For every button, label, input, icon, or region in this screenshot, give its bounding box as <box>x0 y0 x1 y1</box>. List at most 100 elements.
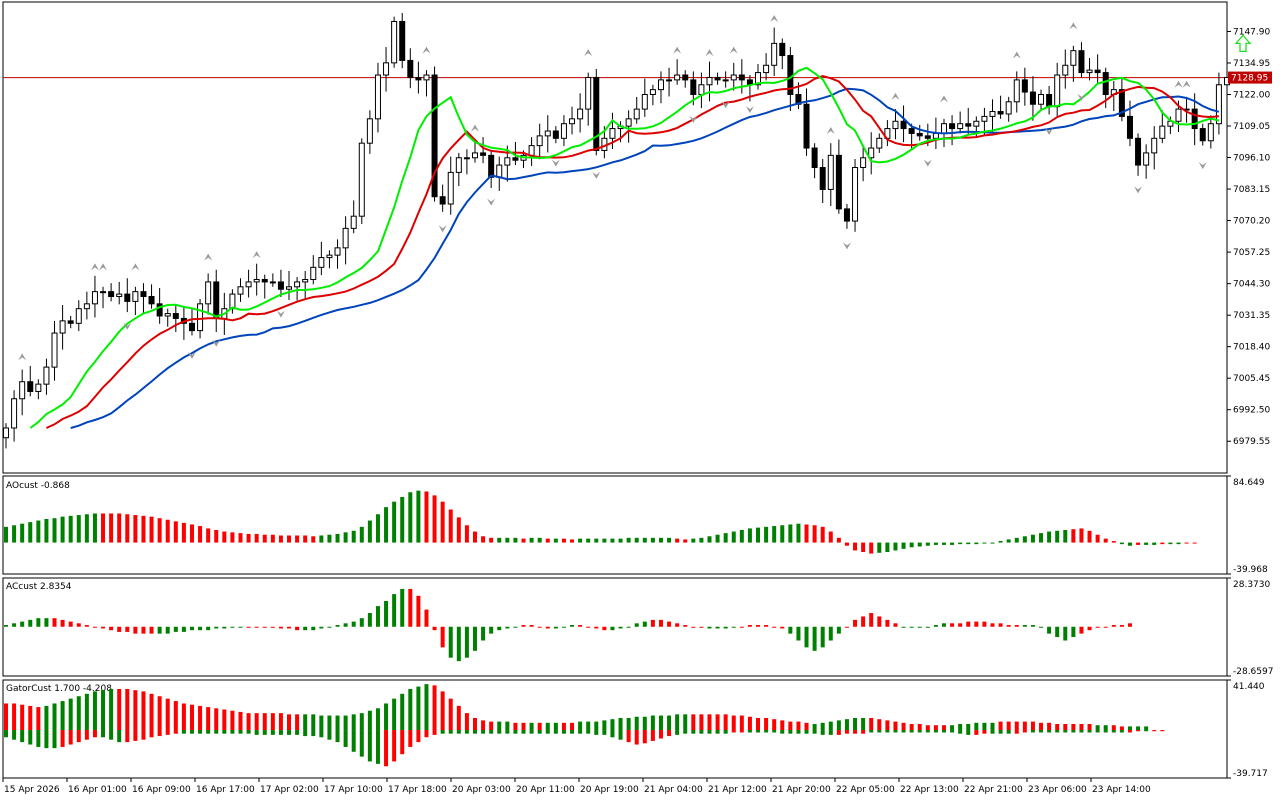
candle[interactable] <box>764 65 769 72</box>
candle[interactable] <box>481 153 486 155</box>
candle[interactable] <box>553 131 558 138</box>
candle[interactable] <box>1160 126 1165 138</box>
candle[interactable] <box>909 129 914 134</box>
candle[interactable] <box>319 258 324 268</box>
candle[interactable] <box>836 155 841 209</box>
candle[interactable] <box>1200 129 1205 141</box>
candle[interactable] <box>165 314 170 316</box>
candle[interactable] <box>440 197 445 204</box>
candle[interactable] <box>982 116 987 121</box>
candle[interactable] <box>295 282 300 287</box>
candle[interactable] <box>513 158 518 160</box>
candle[interactable] <box>1022 80 1027 92</box>
candle[interactable] <box>578 109 583 119</box>
candle[interactable] <box>537 136 542 146</box>
candle[interactable] <box>699 85 704 95</box>
candle[interactable] <box>570 119 575 124</box>
candle[interactable] <box>4 428 9 438</box>
candle[interactable] <box>626 119 631 126</box>
candle[interactable] <box>950 124 955 129</box>
candle[interactable] <box>675 75 680 80</box>
candle[interactable] <box>1103 73 1108 95</box>
candle[interactable] <box>1047 94 1052 106</box>
candle[interactable] <box>141 292 146 297</box>
candle[interactable] <box>109 292 114 297</box>
candle[interactable] <box>933 133 938 138</box>
ao-panel[interactable]: AOcust -0.868 84.649-39.968 <box>3 476 1268 575</box>
candle[interactable] <box>683 75 688 80</box>
candle[interactable] <box>20 382 25 399</box>
candle[interactable] <box>844 209 849 221</box>
gator-panel[interactable]: GatorCust 1.700 -4.208 41.440-39.717 <box>3 680 1268 779</box>
candle[interactable] <box>772 43 777 65</box>
candle[interactable] <box>594 77 599 150</box>
candle[interactable] <box>658 80 663 90</box>
candle[interactable] <box>998 112 1003 114</box>
candle[interactable] <box>1079 51 1084 73</box>
candle[interactable] <box>198 304 203 331</box>
candle[interactable] <box>303 279 308 281</box>
candle[interactable] <box>157 304 162 316</box>
candle[interactable] <box>966 124 971 126</box>
candle[interactable] <box>392 21 397 62</box>
candle[interactable] <box>1039 94 1044 104</box>
candle[interactable] <box>974 121 979 126</box>
candle[interactable] <box>270 282 275 283</box>
candle[interactable] <box>149 297 154 304</box>
candle[interactable] <box>246 282 251 287</box>
candle[interactable] <box>359 143 364 216</box>
candle[interactable] <box>173 314 178 319</box>
candle[interactable] <box>60 321 65 333</box>
candle[interactable] <box>1063 65 1068 75</box>
candle[interactable] <box>1095 70 1100 72</box>
candle[interactable] <box>189 323 194 330</box>
candle[interactable] <box>1208 124 1213 141</box>
candle[interactable] <box>101 292 106 293</box>
candle[interactable] <box>36 384 41 391</box>
candle[interactable] <box>828 155 833 189</box>
candle[interactable] <box>861 158 866 168</box>
candle[interactable] <box>723 80 728 81</box>
candle[interactable] <box>1216 85 1221 124</box>
candle[interactable] <box>375 75 380 119</box>
candle[interactable] <box>1176 109 1181 121</box>
candle[interactable] <box>311 267 316 279</box>
candle[interactable] <box>1152 138 1157 153</box>
candle[interactable] <box>1055 75 1060 107</box>
candle[interactable] <box>400 21 405 60</box>
candle[interactable] <box>92 292 97 304</box>
candle[interactable] <box>489 155 494 177</box>
candle[interactable] <box>1136 138 1141 165</box>
candle[interactable] <box>505 158 510 165</box>
candle[interactable] <box>642 94 647 109</box>
candle[interactable] <box>238 287 243 294</box>
candle[interactable] <box>52 333 57 367</box>
candle[interactable] <box>941 124 946 134</box>
candle[interactable] <box>327 255 332 257</box>
candle[interactable] <box>780 43 785 55</box>
candle[interactable] <box>893 121 898 128</box>
candle[interactable] <box>715 77 720 79</box>
candle[interactable] <box>351 216 356 228</box>
candle[interactable] <box>1014 80 1019 102</box>
candle[interactable] <box>367 119 372 143</box>
candle[interactable] <box>1087 70 1092 72</box>
ac-panel[interactable]: ACcust 2.8354 28.3730-28.6597 <box>3 578 1273 677</box>
candle[interactable] <box>804 104 809 148</box>
candle[interactable] <box>958 124 963 129</box>
candle[interactable] <box>650 90 655 95</box>
candle[interactable] <box>586 77 591 109</box>
candle[interactable] <box>667 80 672 81</box>
main-price-panel[interactable]: 7147.907134.957122.007109.057096.107083.… <box>3 0 1272 473</box>
candle[interactable] <box>287 287 292 289</box>
candle[interactable] <box>739 75 744 80</box>
candle[interactable] <box>84 304 89 309</box>
candle[interactable] <box>408 60 413 77</box>
candle[interactable] <box>545 131 550 136</box>
candle[interactable] <box>917 133 922 135</box>
candle[interactable] <box>853 168 858 222</box>
candle[interactable] <box>634 109 639 119</box>
candle[interactable] <box>901 121 906 128</box>
candle[interactable] <box>448 172 453 204</box>
